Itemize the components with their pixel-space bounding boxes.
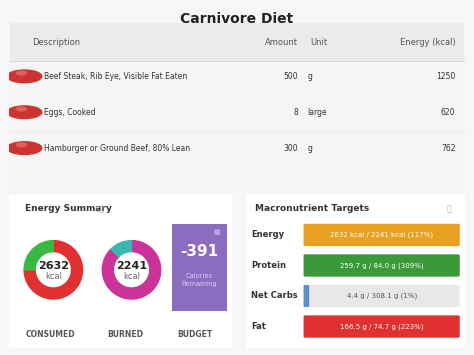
Text: 259.7 g / 84.0 g (309%): 259.7 g / 84.0 g (309%) (340, 262, 423, 269)
FancyBboxPatch shape (304, 224, 460, 246)
Circle shape (7, 142, 42, 154)
FancyBboxPatch shape (304, 254, 460, 277)
Circle shape (7, 70, 42, 83)
Text: Beef Steak, Rib Eye, Visible Fat Eaten: Beef Steak, Rib Eye, Visible Fat Eaten (44, 72, 187, 81)
Text: Macronutrient Targets: Macronutrient Targets (255, 204, 369, 213)
Text: Description: Description (32, 38, 81, 47)
FancyBboxPatch shape (169, 219, 229, 315)
Text: 2632: 2632 (38, 261, 69, 271)
Text: 2632 kcal / 2241 kcal (117%): 2632 kcal / 2241 kcal (117%) (330, 232, 433, 238)
Text: g: g (308, 144, 312, 153)
Text: Energy: Energy (251, 230, 284, 239)
Text: Hamburger or Ground Beef, 80% Lean: Hamburger or Ground Beef, 80% Lean (44, 144, 190, 153)
Text: Carnivore Diet: Carnivore Diet (181, 12, 293, 26)
Text: 8: 8 (294, 108, 299, 117)
Text: Net Carbs: Net Carbs (251, 291, 298, 300)
Text: 762: 762 (441, 144, 456, 153)
Text: 300: 300 (284, 144, 299, 153)
Wedge shape (102, 241, 161, 299)
Text: -391: -391 (180, 244, 219, 259)
Circle shape (16, 107, 27, 111)
FancyBboxPatch shape (304, 285, 309, 307)
Text: Energy Summary: Energy Summary (25, 204, 112, 213)
FancyBboxPatch shape (304, 315, 460, 338)
Circle shape (16, 143, 27, 147)
Text: 2241: 2241 (116, 261, 147, 271)
Wedge shape (24, 241, 82, 299)
Wedge shape (24, 241, 53, 270)
FancyBboxPatch shape (304, 224, 460, 246)
FancyBboxPatch shape (304, 315, 460, 338)
Text: 166.5 g / 74.7 g (223%): 166.5 g / 74.7 g (223%) (340, 323, 423, 330)
FancyBboxPatch shape (7, 194, 235, 349)
Text: 4.4 g / 308.1 g (1%): 4.4 g / 308.1 g (1%) (346, 293, 417, 299)
FancyBboxPatch shape (5, 20, 469, 190)
Text: g: g (308, 72, 312, 81)
FancyBboxPatch shape (304, 285, 460, 307)
Circle shape (7, 106, 42, 119)
Text: Unit: Unit (310, 38, 327, 47)
Text: 500: 500 (284, 72, 299, 81)
Text: Calories
Remaining: Calories Remaining (182, 273, 217, 287)
FancyBboxPatch shape (10, 23, 464, 61)
FancyBboxPatch shape (304, 254, 460, 277)
Text: Protein: Protein (251, 261, 286, 270)
Text: ▦: ▦ (213, 229, 220, 235)
Circle shape (16, 71, 27, 75)
Text: Amount: Amount (265, 38, 299, 47)
Text: Energy (kcal): Energy (kcal) (400, 38, 456, 47)
Text: BURNED: BURNED (107, 330, 143, 339)
Text: kcal: kcal (45, 272, 62, 281)
Text: BUDGET: BUDGET (177, 330, 212, 339)
Text: Eggs, Cooked: Eggs, Cooked (44, 108, 95, 117)
Text: 1250: 1250 (436, 72, 456, 81)
Text: CONSUMED: CONSUMED (26, 330, 75, 339)
FancyBboxPatch shape (244, 194, 467, 349)
Text: large: large (308, 108, 327, 117)
Text: Fat: Fat (251, 322, 266, 331)
Text: ○ⓘ: ○ⓘ (94, 206, 104, 212)
Text: ⓘ: ⓘ (447, 204, 452, 213)
Wedge shape (111, 241, 131, 257)
Text: kcal: kcal (123, 272, 140, 281)
Text: 620: 620 (441, 108, 456, 117)
